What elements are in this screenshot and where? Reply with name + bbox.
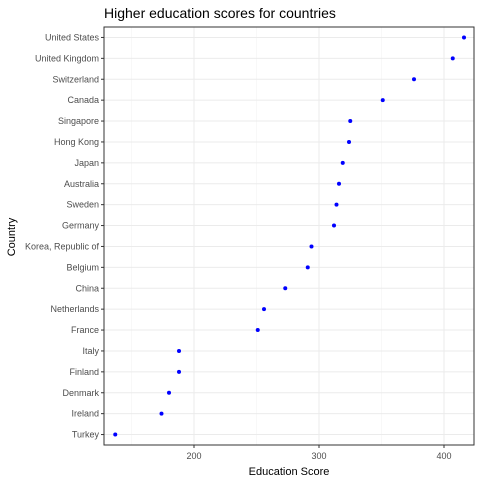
x-tick-label: 200: [186, 451, 201, 461]
x-tick-label: 300: [311, 451, 326, 461]
y-tick-label: Netherlands: [50, 304, 99, 314]
data-point: [348, 119, 353, 124]
data-point: [412, 77, 416, 82]
y-axis-label: Country: [6, 217, 18, 256]
grid-lines: [103, 26, 475, 446]
y-tick-label: France: [71, 325, 99, 335]
y-tick-label: Switzerland: [52, 74, 99, 84]
data-point: [167, 390, 171, 395]
data-point: [334, 202, 339, 207]
y-tick-label: Japan: [74, 158, 99, 168]
data-point: [159, 411, 164, 416]
y-tick-label: Germany: [62, 221, 100, 231]
y-tick-label: Korea, Republic of: [25, 241, 100, 251]
data-point: [177, 369, 181, 374]
y-tick-label: Sweden: [66, 200, 99, 210]
data-point: [177, 348, 181, 353]
y-tick-label: Australia: [64, 179, 99, 189]
y-tick-label: China: [75, 283, 99, 293]
y-tick-label: Italy: [82, 346, 99, 356]
y-tick-label: Turkey: [72, 430, 100, 440]
data-point: [332, 223, 336, 228]
data-point: [450, 56, 455, 61]
y-tick-label: Hong Kong: [54, 137, 99, 147]
y-tick-label: Finland: [69, 367, 99, 377]
data-point: [113, 432, 118, 437]
data-point: [347, 139, 351, 144]
data-point: [309, 244, 314, 249]
y-tick-label: Singapore: [58, 116, 99, 126]
chart-title: Higher education scores for countries: [104, 5, 336, 21]
data-point: [380, 98, 385, 103]
y-tick-label: Denmark: [62, 388, 99, 398]
y-tick-label: United Kingdom: [35, 53, 99, 63]
y-tick-label: United States: [45, 32, 100, 42]
data-point: [340, 160, 345, 165]
y-tick-label: Canada: [67, 95, 99, 105]
data-point: [255, 328, 260, 333]
data-point: [305, 265, 310, 270]
data-point: [283, 286, 288, 291]
y-tick-label: Ireland: [71, 409, 99, 419]
x-tick-label: 400: [436, 451, 451, 461]
x-axis-label: Education Score: [249, 466, 330, 478]
data-points: [113, 35, 466, 437]
plot-panel: [104, 27, 474, 445]
y-tick-label: Belgium: [66, 262, 99, 272]
data-point: [337, 181, 341, 186]
data-point: [462, 35, 466, 40]
plot-border: [103, 26, 475, 446]
data-point: [262, 307, 266, 312]
y-tick-labels: United States United Kingdom Switzerland Ca…: [25, 32, 104, 440]
x-tick-labels: 200 300 400: [186, 445, 452, 461]
